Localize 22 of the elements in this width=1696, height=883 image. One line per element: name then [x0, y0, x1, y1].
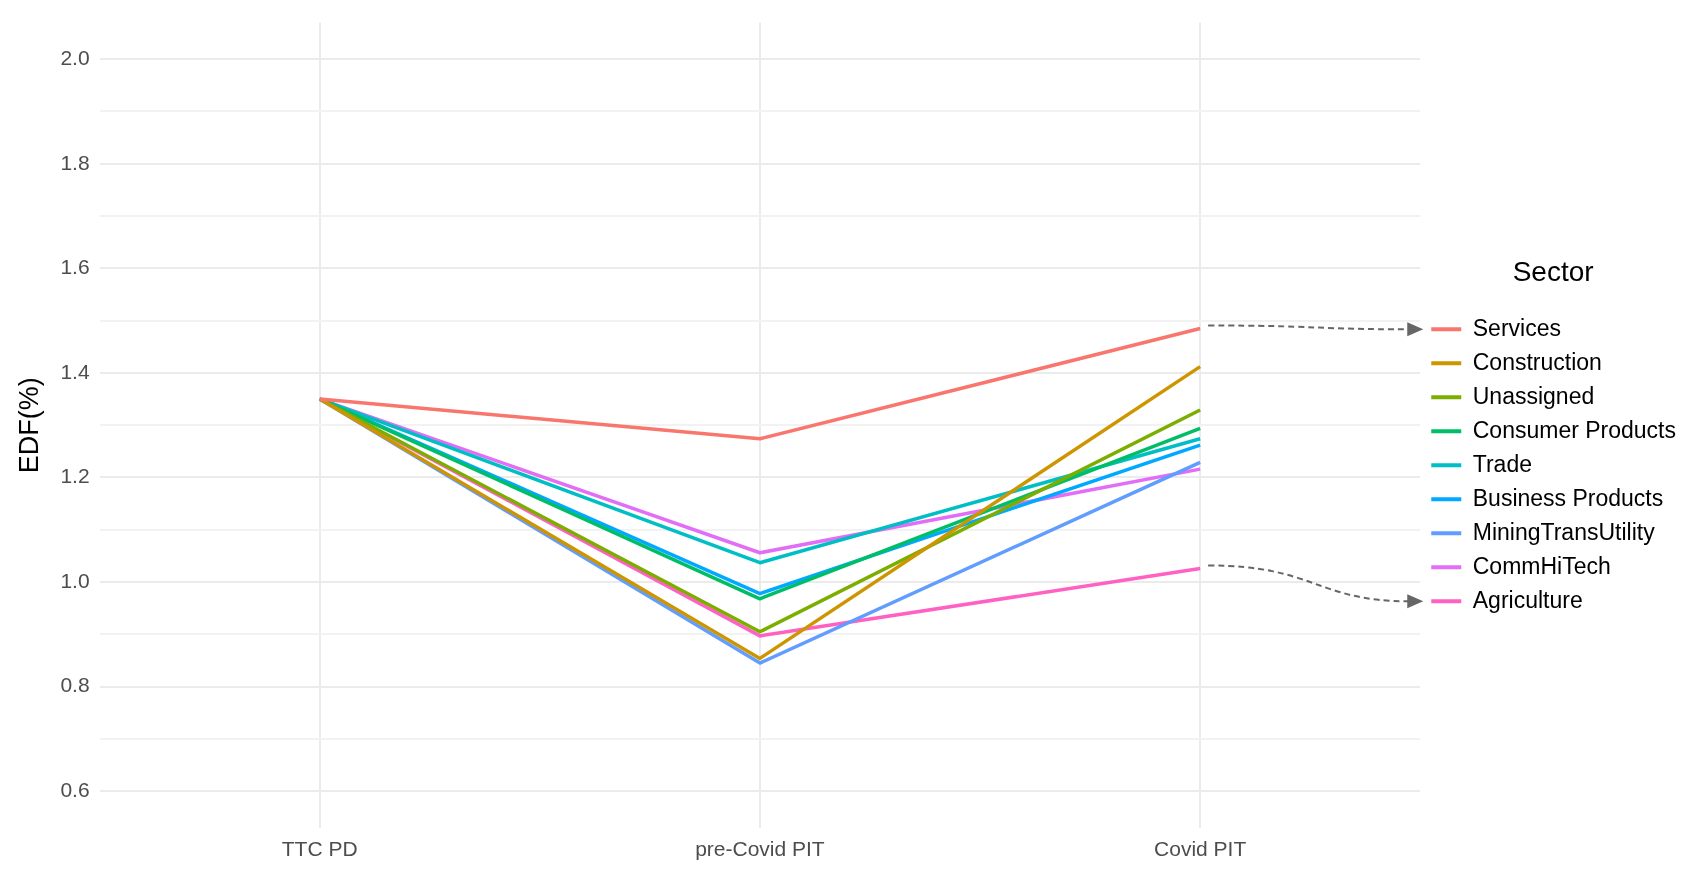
y-tick-label: 2.0 [60, 46, 90, 69]
legend-label: Trade [1472, 450, 1532, 477]
y-tick-label: 1.0 [60, 568, 90, 592]
legend-label: MiningTransUtility [1472, 518, 1656, 545]
legend-label: Construction [1472, 348, 1602, 375]
y-tick-label: 0.6 [60, 778, 90, 801]
legend-label: Services [1472, 314, 1561, 341]
legend-title: Sector [1512, 255, 1594, 287]
x-tick-label: TTC PD [281, 837, 358, 861]
legend-label: CommHiTech [1472, 552, 1611, 579]
y-tick-label: 1.8 [60, 150, 90, 174]
y-tick-label: 1.4 [60, 359, 90, 383]
x-tick-label: pre-Covid PIT [695, 837, 825, 861]
y-tick-label: 1.2 [60, 464, 90, 488]
legend-label: Business Products [1472, 484, 1664, 511]
x-tick-label: Covid PIT [1154, 837, 1247, 861]
y-tick-label: 1.6 [60, 255, 90, 279]
legend-label: Consumer Products [1472, 416, 1676, 443]
y-tick-label: 0.8 [60, 673, 90, 697]
legend-label: Unassigned [1472, 382, 1595, 409]
y-axis-title: EDF(%) [13, 377, 44, 474]
legend-label: Agriculture [1472, 586, 1583, 613]
